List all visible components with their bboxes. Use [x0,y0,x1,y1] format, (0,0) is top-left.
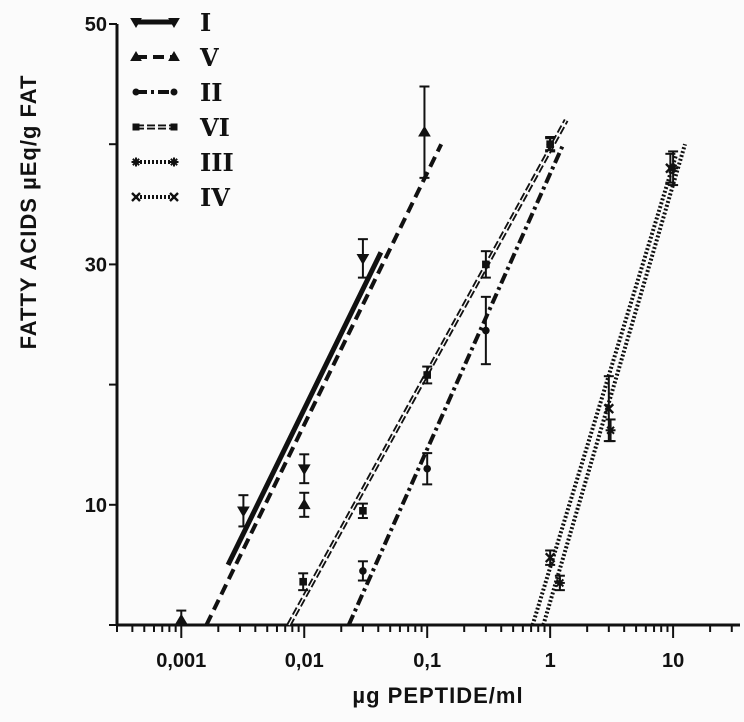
legend-marker-start [132,123,140,131]
legend-item: V [130,43,219,72]
y-tick-label: 50 [85,14,107,36]
x-tick-label: 1 [545,650,556,672]
series-4-point [299,577,307,586]
series-2-point [418,125,431,137]
series-6-point [665,162,676,174]
series-5-point [554,577,565,588]
series-5-fit-line [541,143,687,626]
legend-item: I [130,8,211,37]
series-6-point [544,552,556,563]
series-1 [225,238,384,566]
legend-marker-end [169,192,179,202]
y-tick-label: 10 [85,495,107,517]
x-tick-label: 0,001 [156,650,206,672]
series-2-point [174,613,188,625]
series-4-point [546,140,554,148]
series-1-fit-line [225,251,384,566]
legend-marker-start [130,51,142,61]
series-5 [541,143,687,626]
legend-marker-start [131,192,141,202]
legend-marker-end [170,123,178,131]
legend-marker-end [168,18,180,28]
y-axis-title: FATTY ACIDS µEq/g FAT [16,75,41,350]
x-tick-label: 0,01 [285,650,324,672]
legend-marker-start [132,88,140,96]
series-4-point [423,371,431,379]
series-3-point [359,567,367,575]
legend-marker-end-stroke-b [169,192,179,202]
series-5-point [605,425,616,436]
legend-label: V [199,43,219,72]
y-tick-label: 30 [85,254,107,276]
series-6-point-stroke-b [603,403,615,414]
series-4-point [482,260,490,269]
x-axis-title: µg PEPTIDE/ml [352,683,523,708]
series-5-point-stroke-d2 [555,578,565,588]
legend-item: III [131,148,234,177]
legend-marker-start [131,157,141,167]
legend-marker-start-stroke-b [131,192,141,202]
series-6-point-stroke-b [544,552,556,563]
series-3 [346,135,566,626]
legend-item: IV [131,183,230,212]
legend-label: VI [199,113,230,142]
legend-marker-end [168,51,180,61]
series-1-point [237,506,250,518]
series-3-fit-line [346,143,566,626]
legend-marker-start-stroke-d2 [132,158,140,166]
series-2 [174,85,444,626]
x-tick-label: 10 [662,650,684,672]
series-4-point [359,507,367,515]
legend-label: II [200,78,222,107]
series-2-fit-line [204,143,444,626]
legend-marker-end-stroke-d2 [170,158,178,166]
legend-marker-start [130,18,142,28]
legend-label: I [200,8,211,37]
series-3-point [423,464,431,473]
legend-marker-end [169,157,179,167]
series-4 [286,118,569,627]
series-1-point [297,464,311,476]
legend-marker-end [170,88,178,96]
series-1-point [356,254,370,265]
series-6 [530,152,678,626]
x-tick-label: 0,1 [413,650,441,672]
series-2-point [297,498,311,510]
legend-label: III [200,148,234,177]
series-6-fit-line [530,155,678,626]
legend-item: II [132,78,222,107]
legend-label: IV [200,183,230,212]
series-6-point [603,403,615,414]
series-3-point [482,326,490,335]
legend-item: VI [132,113,230,142]
series-6-point-stroke-b [665,162,676,174]
